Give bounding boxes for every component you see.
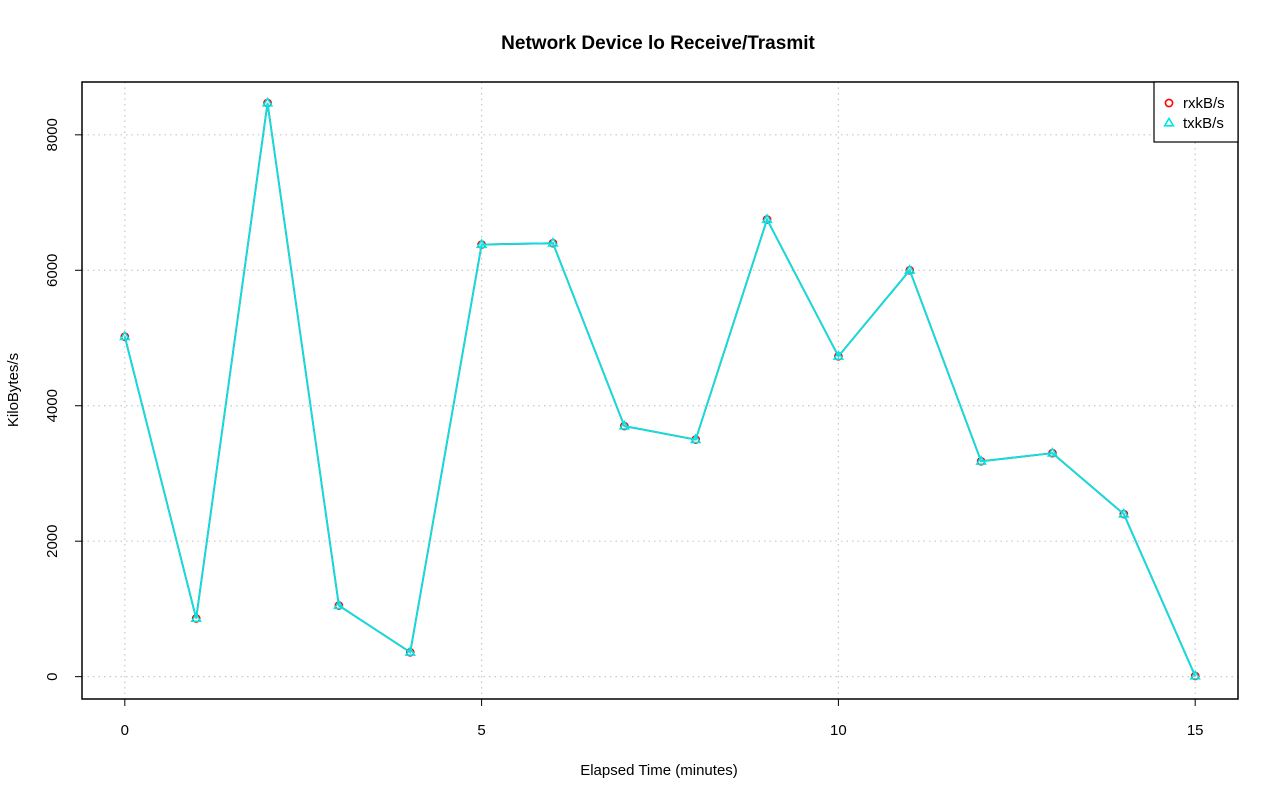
- x-tick-label: 10: [830, 722, 847, 739]
- y-tick-label: 4000: [44, 389, 61, 422]
- legend-item: rxkB/s: [1164, 95, 1225, 112]
- data-point: [761, 213, 773, 224]
- data-point: [547, 237, 559, 247]
- legend-label: txkB/s: [1183, 115, 1224, 132]
- series-line: [123, 102, 1197, 677]
- data-point: [904, 264, 916, 274]
- data-point: [333, 599, 345, 610]
- y-tick-label: 2000: [44, 525, 61, 558]
- data-point: [1118, 508, 1130, 518]
- y-axis-label: KiloBytes/s: [5, 353, 22, 427]
- data-point: [475, 238, 488, 249]
- series-1: [119, 96, 1201, 680]
- x-tick-label: 0: [121, 722, 129, 739]
- series-0: [120, 98, 1200, 681]
- legend: rxkB/s txkB/s: [1153, 81, 1239, 143]
- data-point: [689, 433, 702, 444]
- plot-area-border: [81, 81, 1239, 700]
- data-point: [832, 350, 845, 360]
- data-point: [261, 96, 274, 107]
- series-layer: [119, 96, 1201, 681]
- y-axis: 0 2000 4000 6000 8000: [44, 118, 82, 681]
- grid-lines: [82, 82, 1238, 699]
- legend-marker: [1164, 98, 1174, 108]
- y-tick-label: 8000: [44, 118, 61, 151]
- data-point: [1046, 447, 1059, 457]
- y-tick-label: 0: [44, 672, 61, 680]
- series-line: [123, 102, 1197, 677]
- legend-box: [1153, 81, 1239, 143]
- legend-label: rxkB/s: [1183, 95, 1225, 112]
- x-tick-label: 5: [477, 722, 485, 739]
- x-axis-label: Elapsed Time (minutes): [580, 762, 738, 779]
- data-point: [975, 455, 987, 465]
- data-point: [1189, 669, 1201, 680]
- data-point: [190, 612, 202, 623]
- data-point: [618, 419, 631, 430]
- legend-item: txkB/s: [1163, 115, 1224, 132]
- data-point: [119, 330, 131, 341]
- legend-marker: [1163, 116, 1175, 127]
- x-axis: 0 5 10 15: [121, 699, 1204, 739]
- chart-title: Network Device lo Receive/Trasmit: [501, 33, 815, 54]
- data-point: [404, 646, 416, 656]
- x-tick-label: 15: [1187, 722, 1204, 739]
- y-tick-label: 6000: [44, 254, 61, 287]
